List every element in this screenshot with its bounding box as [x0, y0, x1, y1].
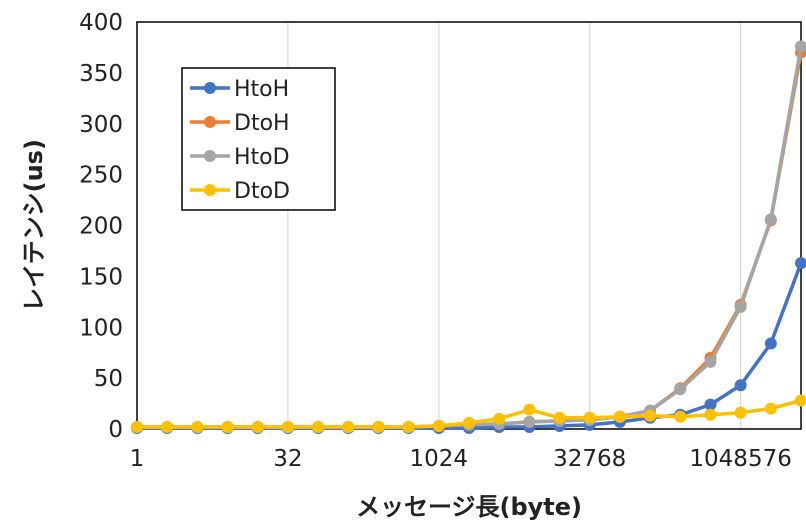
data-point [583, 411, 596, 424]
legend-item: HtoH [190, 77, 289, 102]
data-point [764, 402, 777, 415]
data-point [734, 300, 747, 313]
data-point [372, 420, 385, 433]
y-tick-label: 50 [94, 366, 123, 392]
legend-label: DtoH [234, 111, 290, 136]
legend-label: DtoD [234, 179, 290, 204]
legend-marker [204, 82, 216, 94]
legend-label: HtoD [234, 145, 290, 170]
x-tick-label: 1048576 [689, 446, 791, 472]
legend-marker [204, 116, 216, 128]
x-tick-label: 1024 [410, 446, 469, 472]
legend-label: HtoH [234, 77, 289, 102]
x-axis-title: メッセージ長(byte) [356, 493, 582, 521]
data-point [432, 419, 445, 432]
data-point [734, 406, 747, 419]
data-point [795, 40, 806, 53]
y-axis-title: レイテンシ(us) [20, 139, 48, 312]
legend-marker [204, 184, 216, 196]
data-series [131, 40, 806, 434]
data-point [553, 411, 566, 424]
data-point [764, 337, 777, 350]
data-point [704, 408, 717, 421]
data-point [613, 410, 626, 423]
series-DtoD [131, 394, 806, 433]
legend-item: DtoD [190, 179, 290, 204]
series-HtoH [131, 257, 806, 434]
y-axis-ticks: 0 50 100 150 200 250 300 350 400 [79, 10, 123, 443]
data-point [191, 420, 204, 433]
data-point [795, 257, 806, 270]
x-tick-label: 32 [273, 446, 302, 472]
x-tick-label: 1 [130, 446, 145, 472]
data-point [674, 383, 687, 396]
y-tick-label: 150 [79, 264, 123, 290]
y-tick-label: 100 [79, 315, 123, 341]
data-point [523, 415, 536, 428]
data-point [704, 355, 717, 368]
data-point [131, 420, 143, 433]
legend-item: DtoH [190, 111, 290, 136]
y-tick-label: 350 [79, 61, 123, 87]
y-tick-label: 0 [108, 417, 123, 443]
data-point [402, 420, 415, 433]
data-point [312, 420, 325, 433]
data-point [644, 409, 657, 422]
series-line [137, 262, 803, 430]
data-point [251, 420, 264, 433]
x-tick-label: 32768 [553, 446, 626, 472]
data-point [463, 416, 475, 429]
data-point [221, 420, 234, 433]
data-point [795, 394, 806, 407]
legend-item: HtoD [190, 145, 290, 170]
data-point [704, 398, 717, 411]
x-axis-ticks: 1 32 1024 32768 1048576 [130, 446, 792, 472]
y-tick-label: 400 [79, 10, 123, 36]
vertical-gridlines [287, 22, 742, 429]
data-point [493, 412, 506, 425]
data-point [674, 410, 687, 423]
data-point [281, 420, 294, 433]
legend-marker [204, 150, 216, 162]
data-point [342, 420, 355, 433]
y-tick-label: 250 [79, 163, 123, 189]
data-point [734, 379, 747, 392]
data-point [161, 420, 174, 433]
data-point [764, 213, 777, 226]
y-tick-label: 300 [79, 112, 123, 138]
legend: HtoH DtoH HtoD DtoD [181, 67, 336, 211]
y-tick-label: 200 [79, 214, 123, 240]
data-point [523, 403, 536, 416]
